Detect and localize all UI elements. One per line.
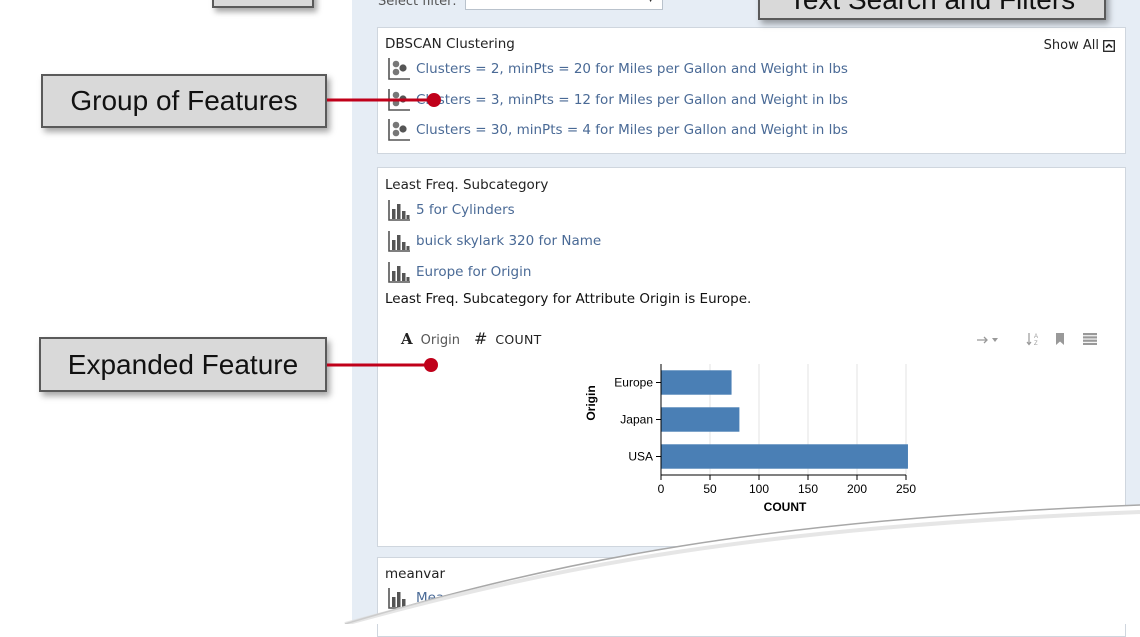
feature-link: Clusters = 30, minPts = 4 for Miles per … [416, 122, 848, 138]
list-item[interactable]: Clusters = 2, minPts = 20 for Miles per … [386, 56, 848, 82]
x-tick-label: 100 [749, 482, 769, 496]
show-all-button[interactable]: Show All [1044, 38, 1115, 53]
encoding-y-field[interactable]: COUNT [495, 332, 542, 347]
callout-box: Expanded Feature [39, 337, 327, 392]
bar-chart-icon [388, 262, 410, 283]
text-type-icon: A [401, 330, 413, 348]
x-axis-label: COUNT [764, 500, 807, 514]
list-item[interactable]: 5 for Cylinders [386, 197, 515, 223]
bar[interactable] [661, 407, 740, 432]
x-tick-label: 150 [798, 482, 818, 496]
list-item[interactable]: buick skylark 320 for Name [386, 228, 601, 254]
scatter-cluster-icon [388, 89, 410, 111]
callout-text: Expanded Feature [67, 348, 299, 380]
y-tick-label: Europe [614, 376, 653, 390]
bookmark-icon[interactable] [1054, 332, 1066, 346]
sort-icon[interactable]: AZ [1026, 332, 1040, 346]
feature-link: Europe for Origin [416, 264, 532, 280]
list-item[interactable]: Europe for Origin [386, 259, 531, 285]
card-title: DBSCAN Clustering [385, 36, 515, 52]
filter-select[interactable]: ▼ [465, 0, 663, 10]
y-tick-label: USA [628, 450, 653, 464]
encoding-x-field[interactable]: Origin [420, 333, 460, 348]
meanvar-card: meanvar Mea [377, 557, 1126, 637]
number-type-icon: # [473, 329, 488, 348]
y-tick-label: Japan [620, 413, 653, 427]
filter-label: Select filter: [378, 0, 457, 9]
x-tick-label: 250 [896, 482, 916, 496]
feature-link: Clusters = 2, minPts = 20 for Miles per … [416, 61, 848, 77]
list-view-icon[interactable] [1083, 333, 1097, 345]
feature-link: buick skylark 320 for Name [416, 233, 602, 249]
chevron-down-icon: ▼ [647, 0, 654, 4]
bar-chart-icon [388, 231, 410, 252]
arrow-dropdown-icon[interactable] [976, 334, 1002, 346]
bar[interactable] [661, 370, 732, 395]
svg-text:Z: Z [1034, 341, 1038, 346]
callout-text: Group of Features [70, 85, 298, 116]
callout-box: Group of Features [41, 74, 327, 128]
scatter-cluster-icon [388, 58, 410, 80]
x-tick-label: 0 [658, 482, 665, 496]
callout-text: Text Search and Filters [789, 0, 1075, 16]
expand-box-icon [1103, 39, 1115, 52]
svg-text:A: A [1034, 334, 1038, 340]
feature-description: Least Freq. Subcategory for Attribute Or… [385, 291, 752, 307]
list-item[interactable]: Clusters = 3, minPts = 12 for Miles per … [386, 87, 848, 113]
feature-link: Clusters = 3, minPts = 12 for Miles per … [416, 92, 848, 108]
bar-chart-icon [388, 588, 410, 609]
callout-box: Text Search and Filters [758, 0, 1106, 20]
x-tick-label: 200 [847, 482, 867, 496]
feature-link: Mea [416, 590, 445, 606]
feature-link: 5 for Cylinders [416, 202, 515, 218]
list-item[interactable]: Mea [386, 585, 444, 611]
bar[interactable] [661, 444, 908, 469]
show-all-label: Show All [1043, 38, 1099, 53]
card-title: meanvar [385, 566, 446, 582]
scatter-cluster-icon [388, 119, 410, 141]
list-item[interactable]: Clusters = 30, minPts = 4 for Miles per … [386, 117, 848, 143]
origin-count-bar-chart: Europe Japan USA 0 50 100 150 200 250 Origin COU… [584, 364, 916, 514]
encoding-row: A Origin # COUNT [401, 329, 542, 348]
x-tick-label: 50 [703, 482, 717, 496]
card-title: Least Freq. Subcategory [385, 177, 549, 193]
y-axis-label: Origin [584, 385, 598, 420]
bar-chart-icon [388, 200, 410, 221]
clustering-card: DBSCAN Clustering Show All Clusters = 2,… [377, 27, 1126, 154]
least-freq-card: Least Freq. Subcategory 5 for Cylinders … [377, 167, 1126, 547]
callout-box [212, 0, 314, 8]
